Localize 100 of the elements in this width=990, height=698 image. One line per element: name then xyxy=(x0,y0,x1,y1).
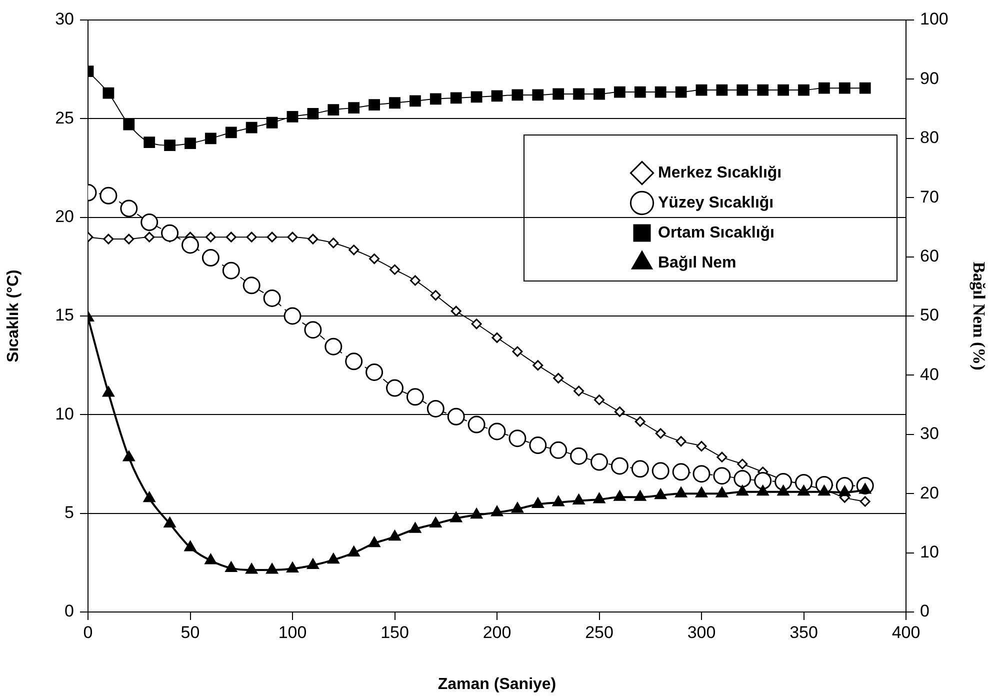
y-tick-label: 10 xyxy=(55,404,74,424)
point xyxy=(144,232,155,242)
point xyxy=(345,352,363,370)
point xyxy=(368,536,380,548)
point xyxy=(286,110,298,122)
y2-tick-label: 70 xyxy=(920,187,939,206)
point xyxy=(161,224,179,242)
y2-tick-label: 60 xyxy=(920,246,939,266)
point xyxy=(304,321,322,339)
y2-tick-label: 90 xyxy=(920,68,939,88)
point xyxy=(284,307,302,325)
point xyxy=(348,546,360,557)
point xyxy=(450,92,462,104)
point xyxy=(532,89,544,101)
point xyxy=(838,82,850,94)
y-tick-label: 15 xyxy=(55,306,74,325)
point xyxy=(696,440,707,452)
point xyxy=(102,87,114,99)
point xyxy=(406,388,424,406)
point xyxy=(430,290,441,301)
point xyxy=(266,116,278,128)
point xyxy=(491,506,503,516)
point xyxy=(593,492,606,504)
point xyxy=(672,463,690,481)
point xyxy=(488,422,506,440)
point xyxy=(348,102,360,114)
point xyxy=(512,502,524,513)
point xyxy=(222,262,240,280)
point xyxy=(246,122,258,134)
point xyxy=(184,540,196,552)
point xyxy=(634,490,646,501)
point xyxy=(696,486,708,498)
point xyxy=(327,553,340,564)
point xyxy=(798,84,810,96)
point xyxy=(757,84,769,96)
y2-tick-label: 40 xyxy=(920,364,939,384)
point xyxy=(594,88,605,100)
point xyxy=(205,132,216,144)
x-tick-label: 0 xyxy=(83,622,93,642)
point xyxy=(120,200,138,218)
point xyxy=(202,249,220,267)
point xyxy=(508,430,526,448)
y2-tick-label: 30 xyxy=(920,424,939,444)
point xyxy=(389,97,400,109)
x-tick-label: 150 xyxy=(380,622,409,642)
point xyxy=(368,99,380,111)
point xyxy=(716,84,728,96)
point xyxy=(182,236,199,254)
point xyxy=(386,379,404,397)
point xyxy=(614,406,625,417)
x-tick-label: 100 xyxy=(278,622,307,642)
point xyxy=(675,86,687,98)
point xyxy=(204,554,217,564)
point xyxy=(103,234,114,244)
point xyxy=(410,95,421,107)
point xyxy=(447,408,465,426)
point xyxy=(468,416,486,434)
y2-tick-label: 0 xyxy=(920,602,930,621)
point xyxy=(140,214,158,232)
point xyxy=(225,126,237,138)
y-tick-label: 20 xyxy=(55,207,74,226)
point xyxy=(532,498,544,508)
point xyxy=(369,254,380,264)
point xyxy=(573,88,584,100)
point xyxy=(246,563,258,574)
point xyxy=(124,234,134,244)
point xyxy=(225,561,238,572)
point xyxy=(307,108,319,120)
point xyxy=(410,275,420,286)
point xyxy=(287,232,298,242)
x-tick-label: 300 xyxy=(687,622,716,642)
point xyxy=(777,485,790,496)
point xyxy=(246,232,257,242)
point xyxy=(634,86,646,98)
point xyxy=(205,232,216,242)
y2-axis-title: Bağıl Nem (%) xyxy=(969,262,988,370)
point xyxy=(572,494,585,504)
point xyxy=(366,363,384,381)
point xyxy=(818,82,830,94)
point xyxy=(529,436,547,454)
point xyxy=(734,470,752,488)
point xyxy=(491,90,503,102)
point xyxy=(266,563,278,574)
point xyxy=(164,517,176,528)
point xyxy=(778,84,789,96)
point xyxy=(553,372,564,384)
point xyxy=(470,508,482,519)
point xyxy=(550,441,568,459)
point xyxy=(242,276,260,294)
point xyxy=(736,485,748,496)
point xyxy=(122,450,135,462)
point xyxy=(716,452,728,462)
point xyxy=(470,91,482,103)
y2-tick-label: 50 xyxy=(920,306,939,325)
point xyxy=(574,386,584,396)
x-tick-label: 200 xyxy=(482,622,512,642)
point xyxy=(654,488,667,500)
y2-tick-label: 10 xyxy=(920,542,939,562)
point xyxy=(631,460,649,478)
point xyxy=(492,332,502,343)
